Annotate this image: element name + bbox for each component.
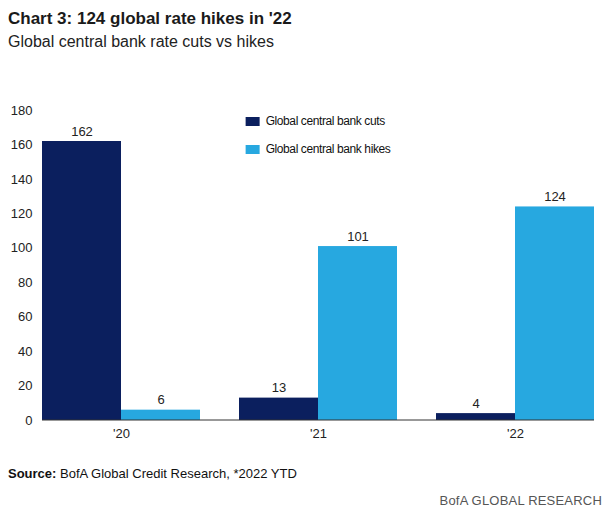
svg-text:140: 140 <box>11 172 33 187</box>
svg-text:124: 124 <box>544 189 566 204</box>
svg-text:4: 4 <box>472 396 479 411</box>
svg-text:'21: '21 <box>310 426 327 441</box>
svg-text:60: 60 <box>18 309 32 324</box>
svg-text:80: 80 <box>18 275 32 290</box>
svg-text:6: 6 <box>157 392 164 407</box>
html-text:BofA GLOBAL RESEARCH: BofA GLOBAL RESEARCH <box>439 493 602 508</box>
svg-text:162: 162 <box>71 124 93 139</box>
html-text:Source: BofA Global Credit Res: Source: BofA Global Credit Research, *20… <box>8 466 297 481</box>
svg-text:'22: '22 <box>507 426 524 441</box>
html-text:Global central bank rate cuts: Global central bank rate cuts vs hikes <box>8 33 274 50</box>
html-text:Global central bank cuts: Global central bank cuts <box>265 114 385 128</box>
html-text:Global central bank hikes: Global central bank hikes <box>265 142 391 156</box>
svg-text:100: 100 <box>11 240 33 255</box>
svg-text:0: 0 <box>25 413 32 428</box>
svg-text:160: 160 <box>11 137 33 152</box>
svg-text:13: 13 <box>272 380 286 395</box>
svg-text:'20: '20 <box>113 426 130 441</box>
svg-text:40: 40 <box>18 344 32 359</box>
svg-text:180: 180 <box>11 103 33 118</box>
svg-text:120: 120 <box>11 206 33 221</box>
svg-text:101: 101 <box>347 229 369 244</box>
svg-text:20: 20 <box>18 378 32 393</box>
html-text:Chart 3: 124 global rate hikes: Chart 3: 124 global rate hikes in '22 <box>8 9 292 28</box>
